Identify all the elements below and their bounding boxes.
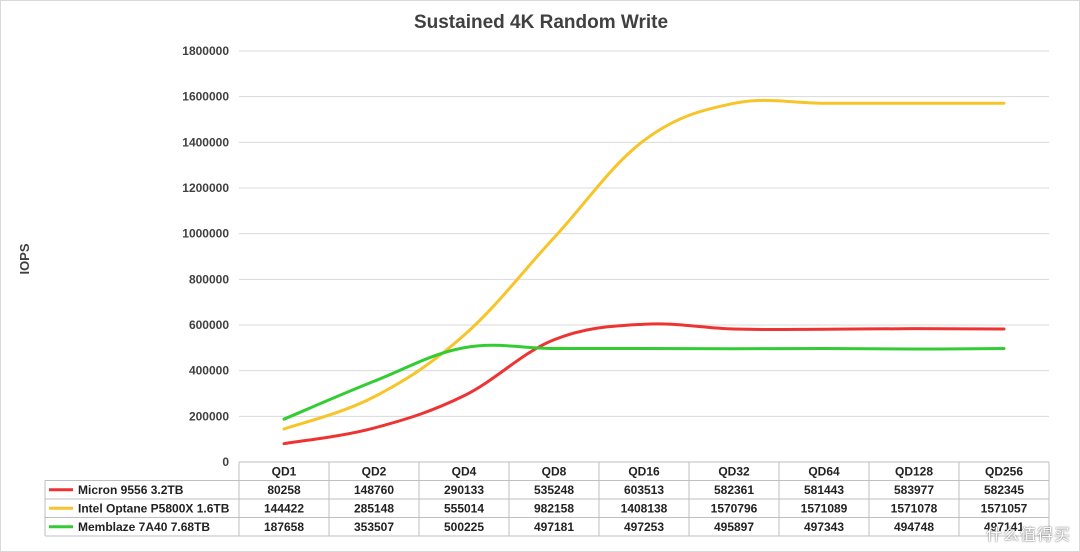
x-tick-label: QD8 bbox=[542, 464, 567, 478]
data-label: 148760 bbox=[354, 483, 394, 497]
x-tick-label: QD256 bbox=[985, 464, 1023, 478]
data-label: 555014 bbox=[444, 501, 484, 515]
data-label: 582345 bbox=[984, 483, 1024, 497]
y-tick-label: 1400000 bbox=[182, 135, 229, 149]
data-label: 583977 bbox=[894, 483, 934, 497]
data-label: 1571078 bbox=[891, 501, 938, 515]
legend-label: Intel Optane P5800X 1.6TB bbox=[78, 501, 230, 515]
y-tick-label: 200000 bbox=[189, 409, 229, 423]
x-tick-label: QD64 bbox=[808, 464, 840, 478]
data-label: 1570796 bbox=[711, 501, 758, 515]
x-tick-label: QD128 bbox=[895, 464, 933, 478]
data-label: 495897 bbox=[714, 520, 754, 534]
data-label: 497253 bbox=[624, 520, 664, 534]
watermark-logo: 什么值得买 bbox=[985, 525, 1071, 544]
data-label: 1571057 bbox=[981, 501, 1028, 515]
data-label: 1408138 bbox=[621, 501, 668, 515]
series-line-2 bbox=[282, 343, 1006, 421]
data-label: 187658 bbox=[264, 520, 304, 534]
data-table: QD1 QD2 QD4 QD8 QD16 QD32 QD64 QD128 QD256 Micron… bbox=[44, 461, 1050, 537]
chart-title: Sustained 4K Random Write bbox=[414, 12, 668, 33]
x-tick-label: QD16 bbox=[628, 464, 660, 478]
data-label: 1571089 bbox=[801, 501, 848, 515]
y-tick-label: 800000 bbox=[189, 272, 229, 286]
series-lines bbox=[282, 98, 1006, 446]
y-tick-label: 1800000 bbox=[182, 44, 229, 58]
y-tick-label: 1600000 bbox=[182, 90, 229, 104]
data-label: 497181 bbox=[534, 520, 574, 534]
x-tick-label: QD32 bbox=[718, 464, 750, 478]
data-label: 603513 bbox=[624, 483, 664, 497]
data-label: 497343 bbox=[804, 520, 844, 534]
x-tick-label: QD1 bbox=[272, 464, 297, 478]
data-label: 582361 bbox=[714, 483, 754, 497]
data-label: 500225 bbox=[444, 520, 484, 534]
data-label: 535248 bbox=[534, 483, 574, 497]
data-label: 285148 bbox=[354, 501, 394, 515]
data-label: 497141 bbox=[984, 520, 1024, 534]
series-line-1 bbox=[282, 98, 1006, 431]
data-label: 353507 bbox=[354, 520, 394, 534]
y-tick-label: 600000 bbox=[189, 318, 229, 332]
data-label: 581443 bbox=[804, 483, 844, 497]
y-axis-label: IOPS bbox=[17, 243, 32, 274]
legend-label: Micron 9556 3.2TB bbox=[78, 483, 184, 497]
legend-label: Memblaze 7A40 7.68TB bbox=[78, 520, 210, 534]
y-tick-label: 400000 bbox=[189, 364, 229, 378]
data-label: 144422 bbox=[264, 501, 304, 515]
data-label: 982158 bbox=[534, 501, 574, 515]
data-label: 80258 bbox=[267, 483, 301, 497]
y-tick-label: 1200000 bbox=[182, 181, 229, 195]
x-tick-label: QD2 bbox=[362, 464, 387, 478]
x-tick-label: QD4 bbox=[452, 464, 477, 478]
series-line-0 bbox=[282, 322, 1006, 446]
grid-lines bbox=[239, 50, 1049, 463]
data-label: 494748 bbox=[894, 520, 934, 534]
y-tick-labels: 0 200000 400000 600000 800000 1000000 1200000 1… bbox=[182, 44, 229, 469]
y-tick-label: 0 bbox=[222, 455, 229, 469]
data-label: 290133 bbox=[444, 483, 484, 497]
y-tick-label: 1000000 bbox=[182, 227, 229, 241]
